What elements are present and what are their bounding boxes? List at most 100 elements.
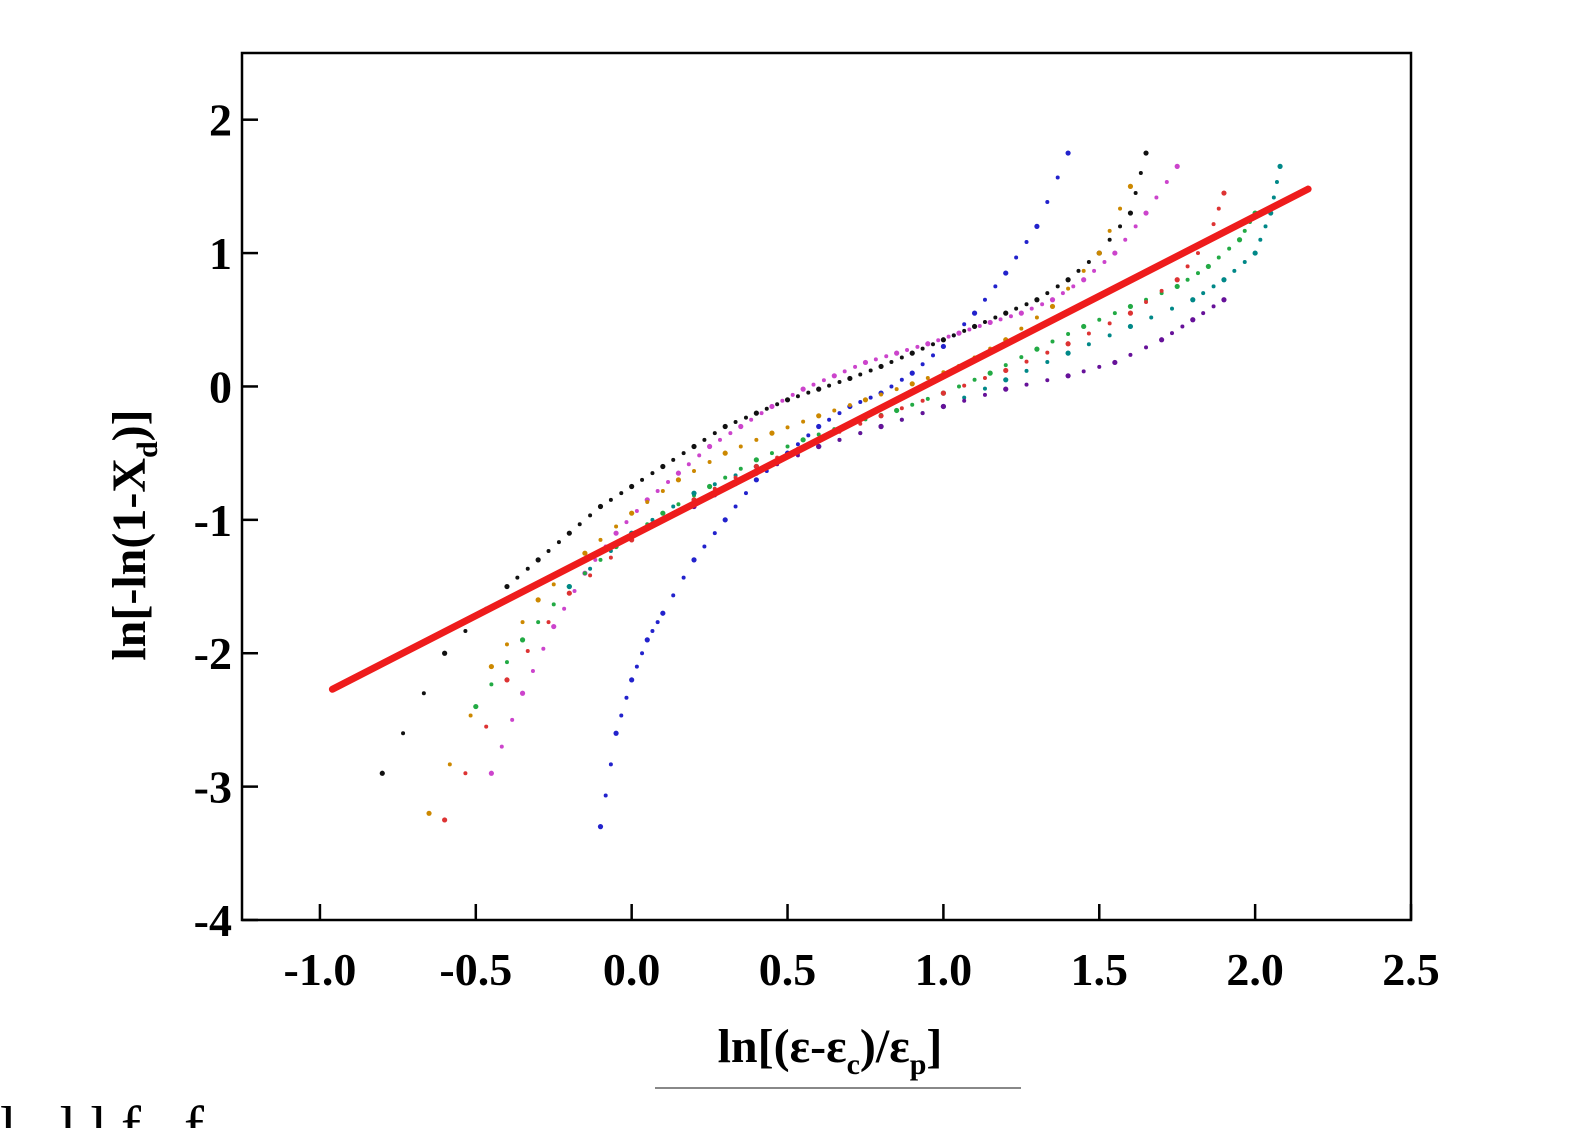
data-point [660, 488, 665, 493]
data-point [551, 582, 556, 587]
data-point [1274, 179, 1279, 184]
data-point [640, 651, 645, 656]
data-series [473, 210, 1258, 710]
data-point [1159, 288, 1164, 293]
data-point [1071, 284, 1076, 289]
data-point [1221, 277, 1227, 283]
data-point [1118, 206, 1123, 211]
data-point [629, 483, 635, 490]
data-point [1143, 150, 1149, 156]
x-tick-label: 1.5 [1071, 944, 1129, 995]
data-point [520, 620, 525, 625]
data-point [972, 377, 977, 382]
data-point [1045, 378, 1050, 383]
data-point [780, 398, 785, 403]
data-point [1003, 270, 1009, 276]
data-series [566, 163, 1283, 590]
data-point [463, 629, 468, 633]
y-tick-label: -4 [194, 895, 232, 946]
data-point [614, 524, 619, 529]
data-point [1024, 368, 1029, 373]
data-point [743, 491, 748, 496]
data-point [1014, 255, 1019, 260]
data-point [738, 423, 744, 430]
data-point [1086, 259, 1091, 264]
x-axis-title: ln[(ε-εc)/εp] [718, 1020, 943, 1081]
data-point [504, 642, 509, 647]
data-point [624, 695, 629, 700]
data-point [982, 297, 987, 302]
data-point [982, 392, 987, 397]
data-point [1081, 323, 1087, 330]
data-point [909, 370, 915, 376]
data-point [920, 398, 925, 403]
data-point [1102, 259, 1107, 264]
data-point [619, 713, 624, 718]
data-point [691, 557, 697, 563]
data-point [925, 396, 930, 401]
data-point [582, 550, 588, 556]
data-point [1081, 277, 1087, 283]
data-point [816, 423, 822, 430]
data-point [1277, 163, 1283, 169]
data-point [878, 363, 884, 370]
data-point [940, 403, 947, 410]
data-point [1107, 228, 1112, 233]
data-point [671, 504, 676, 509]
data-point [504, 677, 510, 683]
data-point [442, 650, 448, 656]
data-point [536, 620, 541, 625]
data-point [987, 370, 993, 376]
data-point [769, 403, 775, 410]
data-point [940, 343, 947, 350]
y-tick-label: 2 [209, 95, 232, 146]
data-point [1201, 311, 1206, 316]
data-point [608, 555, 613, 560]
data-point [613, 530, 619, 536]
data-point [858, 372, 863, 377]
data-point [660, 610, 666, 616]
data-point [551, 602, 556, 607]
data-point [1211, 304, 1216, 309]
x-tick-label: 1.0 [915, 944, 973, 995]
data-point [519, 637, 526, 643]
data-point [821, 378, 826, 383]
data-point [858, 400, 863, 405]
data-point [1149, 315, 1154, 320]
data-point [530, 669, 535, 674]
data-series [597, 150, 1071, 830]
data-point [691, 490, 697, 496]
data-point [1190, 317, 1196, 323]
data-point [1040, 302, 1045, 307]
data-point [920, 346, 925, 351]
data-point [1164, 179, 1169, 184]
data-point [1112, 359, 1118, 366]
data-point [801, 419, 806, 424]
data-point [686, 462, 691, 467]
y-tick-label: -1 [194, 495, 232, 546]
x-tick-label: 2.0 [1226, 944, 1284, 995]
data-point [831, 373, 837, 379]
data-point [712, 482, 717, 487]
data-point [702, 544, 707, 549]
data-point [1107, 321, 1112, 326]
data-point [1170, 331, 1175, 336]
data-point [598, 557, 603, 562]
data-point [764, 406, 769, 411]
data-point [753, 410, 759, 416]
data-point [1065, 277, 1071, 283]
data-point [1144, 345, 1149, 350]
data-point [1045, 199, 1050, 204]
data-point [515, 575, 520, 580]
data-point [634, 508, 639, 513]
data-point [608, 762, 613, 767]
data-point [1128, 352, 1133, 357]
data-point [722, 423, 728, 430]
y-ticks: -4 -3 -2 -1 0 1 2 [194, 95, 258, 946]
data-point [889, 384, 894, 389]
data-point [1092, 268, 1097, 273]
fit-line [328, 185, 1312, 693]
data-point [1049, 303, 1056, 310]
data-point [603, 793, 608, 798]
data-point [566, 583, 572, 590]
